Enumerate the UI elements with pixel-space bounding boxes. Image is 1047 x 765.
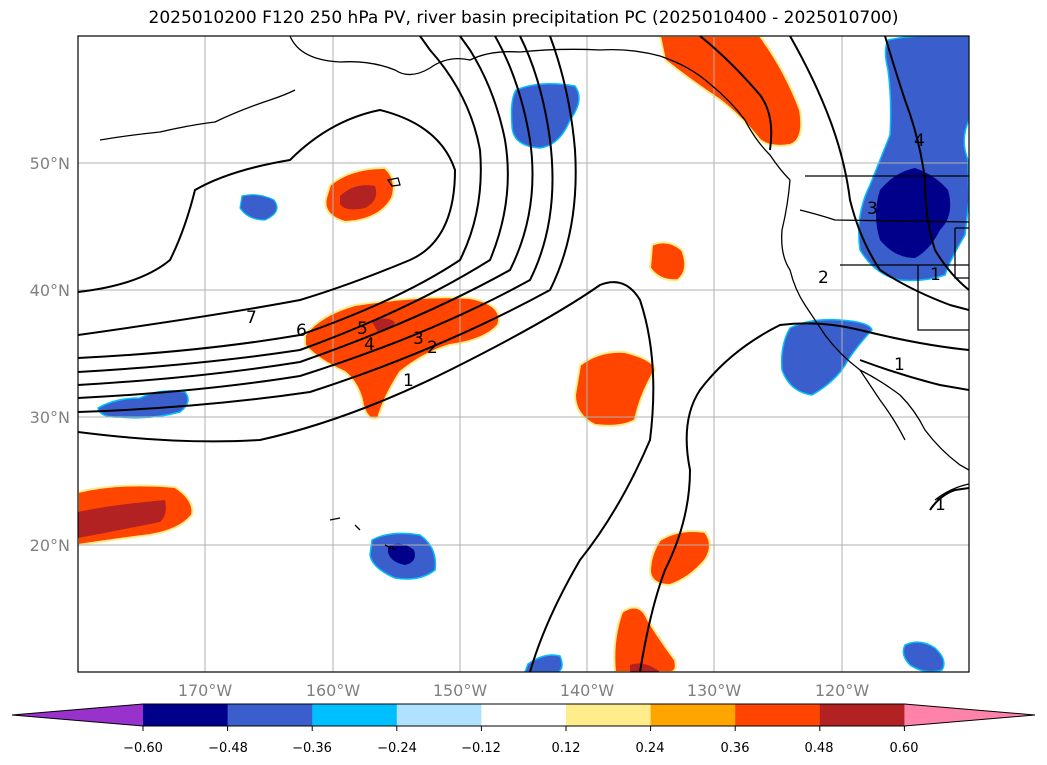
contour-label: 1 <box>935 495 946 515</box>
gridlines <box>78 36 969 672</box>
colorbar-segment <box>650 704 736 726</box>
longitude-labels: 170°W 160°W 150°W 140°W 130°W 120°W <box>178 681 870 700</box>
colorbar-tick-label: −0.48 <box>208 741 248 756</box>
colorbar-segment <box>481 704 567 726</box>
colorbar-tick-label: −0.36 <box>292 741 332 756</box>
colorbar-tick-label: 0.48 <box>805 741 834 756</box>
colorbar-segment <box>312 704 398 726</box>
precip-anomaly-fields <box>78 36 969 672</box>
contour-label: 2 <box>818 268 829 288</box>
map-title: 2025010200 F120 250 hPa PV, river basin … <box>148 8 899 28</box>
lat-label: 40°N <box>30 281 70 300</box>
colorbar-tick-label: −0.24 <box>377 741 417 756</box>
colorbar-extend-max <box>904 704 1035 726</box>
colorbar-segment <box>566 704 652 726</box>
strong-positive-anomaly-region <box>340 185 377 210</box>
positive-anomaly-region <box>573 350 657 427</box>
contour-label: 5 <box>357 319 368 339</box>
colorbar-tick-label: 0.24 <box>636 741 665 756</box>
lat-label: 20°N <box>30 536 70 555</box>
contour-label: 7 <box>246 308 257 328</box>
colorbar-segment <box>735 704 821 726</box>
contour-label: 4 <box>914 131 925 151</box>
pv-contour-labels: 7 6 5 4 3 2 1 1 2 3 4 1 1 <box>246 131 946 515</box>
lon-label: 120°W <box>815 681 870 700</box>
lon-label: 130°W <box>687 681 742 700</box>
map-frame <box>77 35 970 673</box>
colorbar-extend-min <box>12 704 143 726</box>
strong-negative-anomaly-region <box>388 543 415 565</box>
colorbar <box>11 703 1036 731</box>
colorbar-tick-label: 0.12 <box>552 741 581 756</box>
lat-label: 30°N <box>30 408 70 427</box>
colorbar-tick-label: 0.60 <box>890 741 919 756</box>
positive-anomaly-region <box>648 241 687 282</box>
contour-label: 1 <box>403 371 414 391</box>
strong-positive-anomaly-region <box>78 500 166 538</box>
colorbar-segment <box>396 704 482 726</box>
latitude-labels: 50°N 40°N 30°N 20°N <box>30 154 70 555</box>
negative-anomaly-region <box>902 641 945 672</box>
colorbar-tick-label: −0.12 <box>461 741 501 756</box>
contour-label: 1 <box>894 355 905 375</box>
colorbar-segment <box>819 704 905 726</box>
positive-anomaly-region <box>658 36 803 147</box>
map-area: 7 6 5 4 3 2 1 1 2 3 4 1 1 <box>78 36 969 672</box>
colorbar-segment <box>227 704 313 726</box>
lon-label: 160°W <box>306 681 361 700</box>
negative-anomaly-region <box>239 194 278 221</box>
contour-label: 3 <box>413 329 424 349</box>
colorbar-segment <box>143 704 229 726</box>
colorbar-tick-label: −0.60 <box>123 741 163 756</box>
lon-label: 140°W <box>560 681 615 700</box>
colorbar-tick-labels: −0.60 −0.48 −0.36 −0.24 −0.12 0.12 0.24 … <box>123 741 918 756</box>
pv-contours <box>78 36 969 672</box>
contour-label: 3 <box>867 199 878 219</box>
contour-label: 1 <box>930 265 941 285</box>
lat-label: 50°N <box>30 154 70 173</box>
contour-label: 2 <box>427 338 438 358</box>
contour-label: 6 <box>296 321 307 341</box>
coastlines <box>99 36 969 551</box>
contour-label: 4 <box>364 335 375 355</box>
colorbar-tick-label: 0.36 <box>721 741 750 756</box>
lon-label: 150°W <box>433 681 488 700</box>
negative-anomaly-region <box>524 654 563 672</box>
lon-label: 170°W <box>178 681 233 700</box>
